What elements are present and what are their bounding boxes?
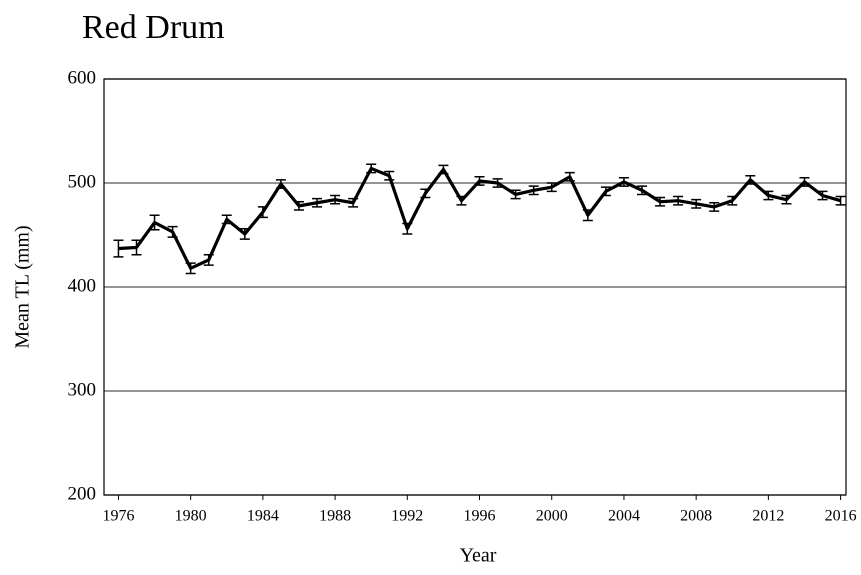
chart-title: Red Drum xyxy=(82,9,225,46)
error-bar xyxy=(528,185,539,196)
error-bar xyxy=(221,214,232,225)
error-bar xyxy=(817,190,828,201)
error-bar xyxy=(673,195,684,206)
error-bar xyxy=(113,239,124,258)
error-bar xyxy=(348,197,359,208)
plot-frame xyxy=(103,78,847,496)
error-bar xyxy=(275,179,286,189)
error-bar xyxy=(691,198,702,209)
error-bar xyxy=(546,182,557,193)
error-bar xyxy=(312,197,323,208)
error-bar xyxy=(239,228,250,240)
error-bar xyxy=(384,170,395,181)
error-bar xyxy=(438,164,449,175)
x-tick-label: 2016 xyxy=(825,508,857,525)
error-bar xyxy=(492,178,503,188)
x-tick-label: 1992 xyxy=(391,508,423,525)
error-bar xyxy=(763,190,774,201)
x-tick-label: 2012 xyxy=(752,508,784,525)
x-tick-label: 2008 xyxy=(680,508,712,525)
error-bar xyxy=(636,185,647,196)
error-bar xyxy=(185,262,196,275)
error-bar xyxy=(727,195,738,206)
error-bar xyxy=(618,177,629,187)
x-tick-label: 2004 xyxy=(608,508,640,525)
error-bar xyxy=(167,225,178,238)
error-bar xyxy=(257,206,268,219)
y-axis-label: Mean TL (mm) xyxy=(12,225,34,348)
error-bar xyxy=(293,200,304,211)
y-tick-label: 200 xyxy=(68,483,97,504)
x-tick-label: 1980 xyxy=(175,508,207,525)
error-bar xyxy=(600,186,611,197)
x-tick-label: 1984 xyxy=(247,508,279,525)
x-tick-label: 2000 xyxy=(536,508,568,525)
error-bar xyxy=(510,189,521,200)
y-tick-label: 600 xyxy=(68,67,97,88)
error-bar xyxy=(420,188,431,199)
error-bar xyxy=(149,214,160,231)
error-bar xyxy=(131,239,142,256)
error-bar xyxy=(330,194,341,205)
error-bar xyxy=(456,195,467,206)
error-bar xyxy=(582,209,593,222)
x-axis-label: Year xyxy=(460,545,497,567)
x-tick-label: 1976 xyxy=(102,508,134,525)
error-bar xyxy=(799,177,810,187)
error-bar xyxy=(203,254,214,266)
error-bar xyxy=(781,194,792,205)
x-tick-label: 1988 xyxy=(319,508,351,525)
error-bar xyxy=(835,195,846,206)
x-tick-label: 1996 xyxy=(464,508,496,525)
y-tick-label: 300 xyxy=(68,379,97,400)
error-bar xyxy=(366,163,377,174)
error-bar xyxy=(474,176,485,186)
y-tick-label: 400 xyxy=(68,275,97,296)
y-tick-label: 500 xyxy=(68,171,97,192)
error-bar xyxy=(655,196,666,207)
error-bar xyxy=(402,222,413,235)
error-bar xyxy=(564,171,575,182)
error-bar xyxy=(709,202,720,212)
error-bar xyxy=(745,174,756,185)
